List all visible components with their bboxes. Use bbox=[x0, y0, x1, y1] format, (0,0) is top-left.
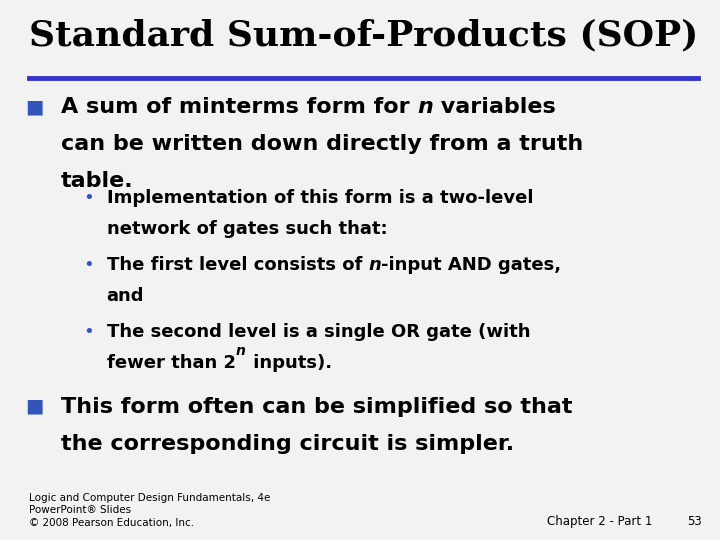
Text: The first level consists of: The first level consists of bbox=[107, 256, 368, 274]
Text: •: • bbox=[83, 189, 94, 207]
Text: The second level is a single OR gate (with: The second level is a single OR gate (wi… bbox=[107, 323, 530, 341]
Text: •: • bbox=[83, 323, 94, 341]
Text: and: and bbox=[107, 287, 144, 305]
Text: A sum of minterms form for: A sum of minterms form for bbox=[61, 97, 418, 117]
Text: -input AND gates,: -input AND gates, bbox=[381, 256, 561, 274]
Text: n: n bbox=[235, 344, 246, 358]
Text: Standard Sum-of-Products (SOP): Standard Sum-of-Products (SOP) bbox=[29, 19, 698, 53]
Text: variables: variables bbox=[433, 97, 557, 117]
Text: ■: ■ bbox=[25, 97, 44, 116]
Text: the corresponding circuit is simpler.: the corresponding circuit is simpler. bbox=[61, 434, 514, 454]
Text: •: • bbox=[83, 256, 94, 274]
Text: network of gates such that:: network of gates such that: bbox=[107, 220, 387, 238]
Text: can be written down directly from a truth: can be written down directly from a trut… bbox=[61, 134, 583, 154]
Text: n: n bbox=[368, 256, 381, 274]
Text: This form often can be simplified so that: This form often can be simplified so tha… bbox=[61, 397, 572, 417]
Text: fewer than 2: fewer than 2 bbox=[107, 354, 235, 372]
Text: 53: 53 bbox=[688, 515, 702, 528]
Text: Chapter 2 - Part 1: Chapter 2 - Part 1 bbox=[547, 515, 652, 528]
Text: Logic and Computer Design Fundamentals, 4e
PowerPoint® Slides
© 2008 Pearson Edu: Logic and Computer Design Fundamentals, … bbox=[29, 492, 270, 528]
Text: Implementation of this form is a two-level: Implementation of this form is a two-lev… bbox=[107, 189, 533, 207]
Text: inputs).: inputs). bbox=[247, 354, 332, 372]
Text: table.: table. bbox=[61, 171, 134, 191]
Text: ■: ■ bbox=[25, 397, 44, 416]
Text: n: n bbox=[418, 97, 433, 117]
